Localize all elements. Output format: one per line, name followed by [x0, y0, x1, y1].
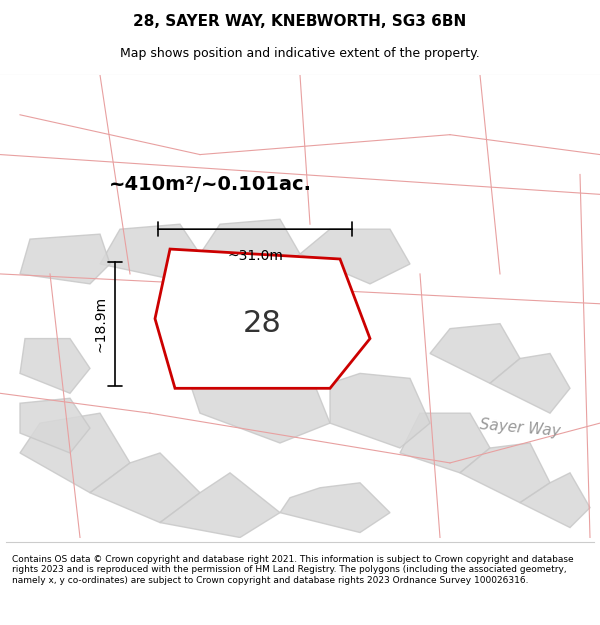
- Polygon shape: [430, 324, 520, 383]
- Text: Contains OS data © Crown copyright and database right 2021. This information is : Contains OS data © Crown copyright and d…: [12, 555, 574, 585]
- Polygon shape: [20, 398, 90, 453]
- Polygon shape: [200, 219, 300, 274]
- Text: Map shows position and indicative extent of the property.: Map shows position and indicative extent…: [120, 48, 480, 61]
- Polygon shape: [20, 413, 130, 492]
- Text: ~31.0m: ~31.0m: [227, 249, 283, 263]
- Polygon shape: [20, 339, 90, 393]
- Polygon shape: [300, 229, 410, 284]
- Text: 28: 28: [242, 309, 281, 338]
- Polygon shape: [90, 453, 200, 522]
- Text: Sayer Way: Sayer Way: [479, 417, 561, 439]
- Polygon shape: [100, 224, 200, 279]
- Text: 28, SAYER WAY, KNEBWORTH, SG3 6BN: 28, SAYER WAY, KNEBWORTH, SG3 6BN: [133, 14, 467, 29]
- Polygon shape: [330, 373, 430, 448]
- Polygon shape: [460, 443, 550, 503]
- Text: ~18.9m: ~18.9m: [93, 296, 107, 352]
- Polygon shape: [190, 368, 330, 443]
- Polygon shape: [155, 249, 370, 388]
- Polygon shape: [160, 473, 280, 538]
- Polygon shape: [490, 354, 570, 413]
- Polygon shape: [20, 234, 110, 284]
- Polygon shape: [280, 482, 390, 532]
- Polygon shape: [520, 473, 590, 528]
- Text: ~410m²/~0.101ac.: ~410m²/~0.101ac.: [109, 175, 311, 194]
- Polygon shape: [400, 413, 490, 473]
